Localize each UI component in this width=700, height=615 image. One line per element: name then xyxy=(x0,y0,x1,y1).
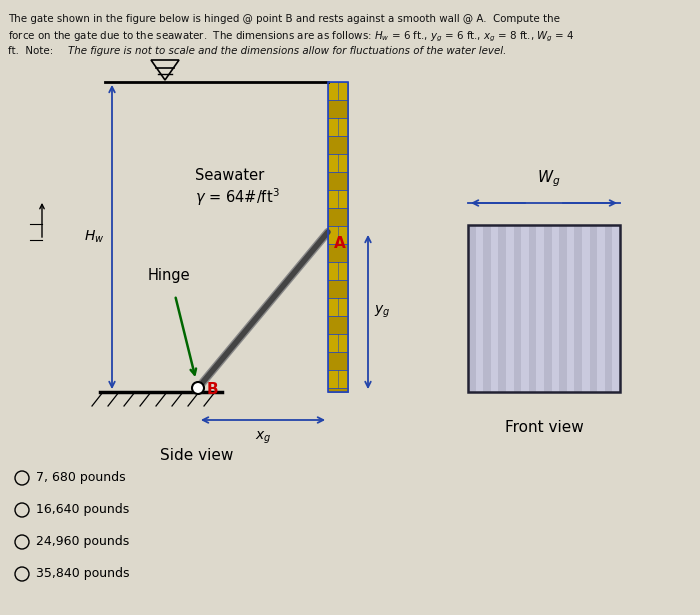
Bar xyxy=(328,244,348,262)
Text: 16,640 pounds: 16,640 pounds xyxy=(36,504,130,517)
Bar xyxy=(536,225,544,392)
Text: $x_g$: $x_g$ xyxy=(255,430,271,446)
Bar xyxy=(328,208,348,226)
Bar xyxy=(597,225,605,392)
Bar xyxy=(328,226,348,244)
Bar xyxy=(475,225,483,392)
Circle shape xyxy=(192,382,204,394)
Bar xyxy=(328,118,348,136)
Text: $W_g$: $W_g$ xyxy=(538,169,561,189)
Bar xyxy=(491,225,498,392)
Text: Front view: Front view xyxy=(505,420,583,435)
Text: 35,840 pounds: 35,840 pounds xyxy=(36,568,130,581)
Bar xyxy=(328,172,348,190)
Text: B: B xyxy=(207,383,218,397)
Bar xyxy=(582,225,589,392)
Text: Hinge: Hinge xyxy=(148,268,190,283)
Text: Seawater: Seawater xyxy=(195,168,265,183)
Bar xyxy=(506,225,514,392)
Bar xyxy=(328,154,348,172)
Bar xyxy=(544,225,552,392)
Bar xyxy=(559,225,567,392)
Text: The gate shown in the figure below is hinged @ point B and rests against a smoot: The gate shown in the figure below is hi… xyxy=(8,14,560,24)
Text: 24,960 pounds: 24,960 pounds xyxy=(36,536,130,549)
Bar xyxy=(552,225,559,392)
Bar xyxy=(498,225,506,392)
Text: The figure is not to scale and the dimensions allow for fluctuations of the wate: The figure is not to scale and the dimen… xyxy=(68,46,506,56)
Bar xyxy=(328,316,348,334)
Text: 7, 680 pounds: 7, 680 pounds xyxy=(36,472,125,485)
Text: $y_g$: $y_g$ xyxy=(374,304,391,320)
Bar xyxy=(328,280,348,298)
Bar xyxy=(328,334,348,352)
Bar xyxy=(328,388,348,392)
Bar xyxy=(328,298,348,316)
Bar xyxy=(567,225,575,392)
Bar xyxy=(328,262,348,280)
Bar xyxy=(328,100,348,118)
Bar xyxy=(605,225,612,392)
Bar xyxy=(612,225,620,392)
Bar xyxy=(575,225,582,392)
Text: Side view: Side view xyxy=(160,448,233,463)
Bar xyxy=(328,136,348,154)
Bar xyxy=(589,225,597,392)
Bar xyxy=(328,370,348,388)
Text: force on the gate due to the seawater.  The dimensions are as follows: $H_w$ = 6: force on the gate due to the seawater. T… xyxy=(8,30,575,44)
Bar xyxy=(328,190,348,208)
Bar xyxy=(468,225,475,392)
Text: $H_w$: $H_w$ xyxy=(83,229,104,245)
Text: $\gamma$ = 64#/ft$^3$: $\gamma$ = 64#/ft$^3$ xyxy=(195,186,280,208)
Bar xyxy=(328,82,348,392)
Bar xyxy=(528,225,536,392)
Text: ft.  Note:: ft. Note: xyxy=(8,46,60,56)
Bar xyxy=(468,225,620,392)
Bar xyxy=(522,225,528,392)
Bar xyxy=(483,225,491,392)
Text: A: A xyxy=(334,236,346,251)
Bar xyxy=(514,225,522,392)
Bar xyxy=(328,352,348,370)
Bar xyxy=(328,82,348,100)
